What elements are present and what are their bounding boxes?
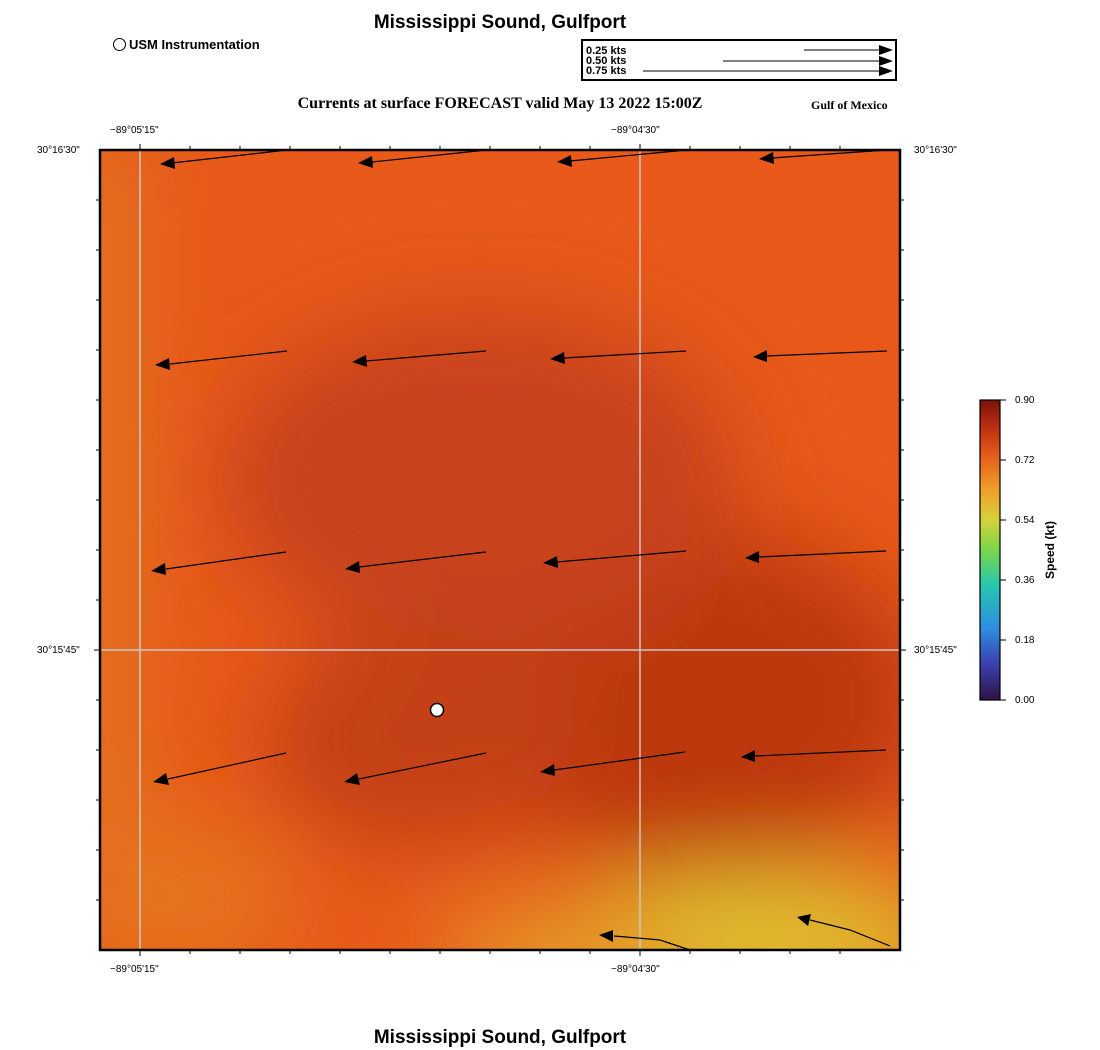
current-arrowhead: [599, 930, 613, 942]
legend-row-label: 0.25 kts: [586, 45, 627, 57]
colorbar-tick-label: 0.90: [1015, 395, 1035, 406]
current-arrow: [758, 550, 887, 558]
left-tick-label: 30°16'30": [37, 145, 80, 156]
legend-arrowhead: [879, 45, 893, 55]
current-arrowhead: [344, 773, 360, 785]
current-arrowhead: [557, 155, 572, 167]
current-arrow: [167, 752, 287, 780]
current-arrowhead: [151, 563, 166, 575]
colorbar-tick-label: 0.72: [1015, 455, 1035, 466]
current-arrow: [171, 149, 288, 164]
current-arrow: [365, 350, 487, 362]
current-arrowhead: [345, 561, 360, 573]
current-arrowhead: [540, 764, 555, 776]
current-arrow: [165, 551, 287, 570]
legend-arrows: [643, 45, 893, 76]
graticule: [100, 150, 900, 950]
current-arrowhead: [543, 556, 558, 568]
colorbar-ramp: [979, 399, 1001, 701]
current-arrow: [569, 149, 688, 162]
current-arrowheads: [151, 152, 811, 942]
footer-title: Mississippi Sound, Gulfport: [373, 1027, 627, 1048]
current-arrowhead: [160, 157, 175, 169]
current-arrowhead: [797, 914, 811, 926]
current-arrowhead: [759, 152, 774, 164]
map-title: Mississippi Sound, Gulfport: [373, 12, 627, 33]
marker-legend-label: USM Instrumentation: [129, 37, 260, 52]
legend-arrowhead: [879, 56, 893, 66]
current-arrow: [754, 749, 887, 757]
forecast-subtitle: Currents at surface FORECAST valid May 1…: [297, 95, 703, 112]
current-vectors: [165, 149, 891, 951]
vector-scale-legend: 0.25 kts 0.50 kts 0.75 kts: [581, 39, 897, 81]
speed-colorbar: [979, 399, 1006, 701]
current-arrow: [553, 751, 686, 771]
colorbar-tick-label: 0.00: [1015, 695, 1035, 706]
current-arrowhead: [550, 352, 565, 364]
current-arrowhead: [745, 551, 759, 563]
current-arrow: [358, 752, 487, 780]
bottom-tick-label: −89°04'30": [611, 964, 660, 975]
top-tick-label: −89°05'15": [110, 125, 159, 136]
marker-legend: USM Instrumentation: [113, 37, 260, 52]
right-tick-label: 30°16'30": [914, 145, 957, 156]
current-arrowhead: [753, 350, 767, 362]
bottom-tick-label: −89°05'15": [110, 964, 159, 975]
current-arrowhead: [358, 156, 373, 168]
frame-ticks: [94, 144, 906, 956]
current-arrowhead: [155, 358, 170, 370]
station-marker-icon: [113, 38, 126, 51]
current-arrow: [169, 350, 288, 365]
current-arrow: [371, 149, 488, 163]
current-arrow: [809, 919, 891, 947]
legend-row-label: 0.75 kts: [586, 65, 627, 77]
speed-field: [100, 150, 900, 950]
current-arrow: [613, 935, 691, 951]
current-arrowhead: [352, 355, 367, 367]
left-tick-label: 30°15'45": [37, 645, 80, 656]
current-arrow: [771, 149, 888, 159]
colorbar-title: Speed (kt): [1043, 521, 1057, 580]
top-tick-label: −89°04'30": [611, 125, 660, 136]
right-tick-label: 30°15'45": [914, 645, 957, 656]
current-arrowhead: [741, 750, 755, 762]
colorbar-tick-label: 0.36: [1015, 575, 1035, 586]
legend-row-label: 0.50 kts: [586, 55, 627, 67]
current-arrow: [556, 550, 687, 563]
current-arrowhead: [153, 773, 169, 785]
colorbar-tick-label: 0.54: [1015, 515, 1035, 526]
current-arrow: [765, 350, 888, 357]
current-arrow: [358, 551, 487, 568]
legend-arrowhead: [879, 66, 893, 76]
current-arrow: [563, 350, 687, 359]
region-label: Gulf of Mexico: [811, 98, 888, 112]
colorbar-tick-label: 0.18: [1015, 635, 1035, 646]
station-marker: [429, 702, 445, 718]
